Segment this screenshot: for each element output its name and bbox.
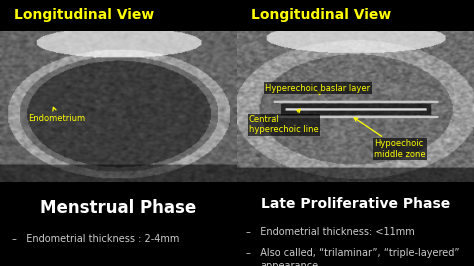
Text: Menstrual Phase: Menstrual Phase [40,199,197,217]
Text: Endometrium: Endometrium [28,107,86,123]
Text: –   Also called, “trilaminar”, “triple-layered”: – Also called, “trilaminar”, “triple-lay… [246,248,460,257]
Text: Longitudinal View: Longitudinal View [14,8,155,22]
Text: Central
hyperechoic line: Central hyperechoic line [249,109,319,134]
Text: Hyperechoic baslar layer: Hyperechoic baslar layer [265,84,371,95]
Text: –   Endometrial thickness: <11mm: – Endometrial thickness: <11mm [246,227,415,238]
Text: appearance: appearance [261,261,319,266]
Text: Late Proliferative Phase: Late Proliferative Phase [261,197,450,211]
Text: –   Endometrial thickness : 2-4mm: – Endometrial thickness : 2-4mm [12,234,179,244]
Text: Hypoechoic
middle zone: Hypoechoic middle zone [354,118,426,159]
Text: Longitudinal View: Longitudinal View [251,8,392,22]
